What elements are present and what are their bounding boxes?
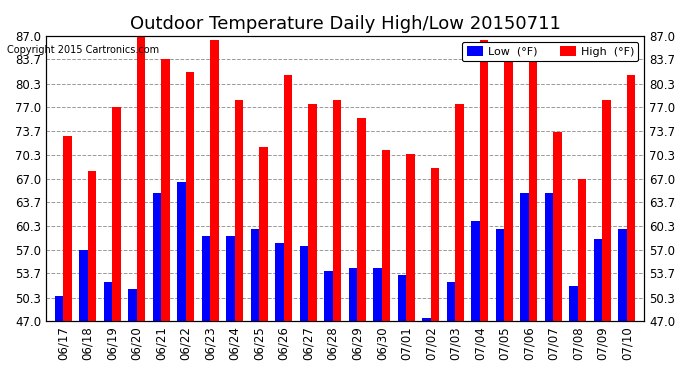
Bar — [201, 236, 210, 375]
Bar — [348, 268, 357, 375]
Bar — [480, 39, 489, 375]
Bar — [455, 104, 464, 375]
Bar — [397, 275, 406, 375]
Bar — [529, 50, 538, 375]
Bar — [578, 178, 586, 375]
Bar — [471, 221, 480, 375]
Bar — [357, 118, 366, 375]
Bar — [382, 150, 391, 375]
Bar — [210, 39, 219, 375]
Bar — [553, 132, 562, 375]
Bar — [602, 100, 611, 375]
Bar — [333, 100, 342, 375]
Bar — [308, 104, 317, 375]
Text: Copyright 2015 Cartronics.com: Copyright 2015 Cartronics.com — [7, 45, 159, 55]
Bar — [431, 168, 440, 375]
Bar — [259, 147, 268, 375]
Bar — [520, 193, 529, 375]
Bar — [79, 250, 88, 375]
Bar — [422, 318, 431, 375]
Bar — [495, 228, 504, 375]
Bar — [161, 60, 170, 375]
Bar — [373, 268, 382, 375]
Bar — [137, 29, 146, 375]
Bar — [63, 136, 72, 375]
Bar — [275, 243, 284, 375]
Bar — [627, 75, 635, 375]
Bar — [104, 282, 112, 375]
Bar — [55, 296, 63, 375]
Bar — [446, 282, 455, 375]
Bar — [128, 289, 137, 375]
Bar — [177, 182, 186, 375]
Bar — [284, 75, 293, 375]
Bar — [504, 50, 513, 375]
Bar — [406, 154, 415, 375]
Bar — [299, 246, 308, 375]
Bar — [88, 171, 96, 375]
Bar — [152, 193, 161, 375]
Bar — [226, 236, 235, 375]
Bar — [618, 228, 627, 375]
Title: Outdoor Temperature Daily High/Low 20150711: Outdoor Temperature Daily High/Low 20150… — [130, 15, 560, 33]
Bar — [324, 272, 333, 375]
Bar — [544, 193, 553, 375]
Bar — [112, 107, 121, 375]
Bar — [250, 228, 259, 375]
Bar — [594, 239, 602, 375]
Bar — [569, 286, 578, 375]
Bar — [186, 72, 195, 375]
Legend: Low  (°F), High  (°F): Low (°F), High (°F) — [462, 42, 638, 61]
Bar — [235, 100, 244, 375]
